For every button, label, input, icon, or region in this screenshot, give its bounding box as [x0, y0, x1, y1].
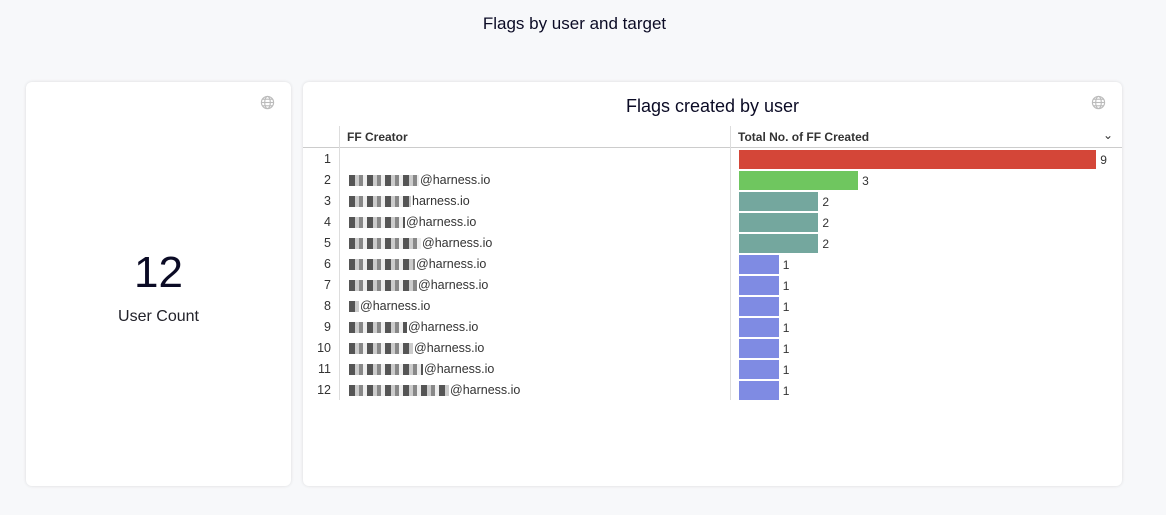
creator-cell: @harness.io: [349, 299, 430, 313]
table-row[interactable]: 2 @harness.io 3: [303, 170, 1122, 191]
table-row[interactable]: 11 @harness.io 1: [303, 359, 1122, 380]
redacted-name: [349, 342, 413, 354]
chevron-down-icon[interactable]: ⌄: [1103, 128, 1114, 142]
creator-email: @harness.io: [418, 278, 489, 292]
count-bar: [739, 381, 779, 400]
creator-email: @harness.io: [414, 341, 485, 355]
creator-email: @harness.io: [424, 362, 495, 376]
count-value: 1: [782, 363, 790, 377]
table-row[interactable]: 6 @harness.io 1: [303, 254, 1122, 275]
creator-email: @harness.io: [408, 320, 479, 334]
redacted-name: [349, 279, 417, 291]
creator-cell: @harness.io: [349, 257, 486, 271]
creator-cell: @harness.io: [349, 236, 492, 250]
redacted-name: [349, 321, 407, 333]
creator-email: @harness.io: [450, 383, 521, 397]
count-bar: [739, 192, 819, 211]
count-bar: [739, 171, 859, 190]
count-value: 1: [782, 321, 790, 335]
page-title: Flags by user and target: [482, 14, 667, 33]
table-row[interactable]: 10 @harness.io 1: [303, 338, 1122, 359]
table-row[interactable]: 5 @harness.io 2: [303, 233, 1122, 254]
count-value: 2: [822, 195, 830, 209]
row-number: 6: [324, 257, 331, 271]
row-number: 11: [318, 362, 331, 376]
row-number: 12: [317, 383, 331, 397]
creator-email: @harness.io: [416, 257, 487, 271]
table-header: FF Creator Total No. of FF Created ⌄: [303, 126, 1122, 148]
table-title: Flags created by user: [625, 96, 800, 116]
creator-cell: harness.io: [349, 194, 470, 208]
row-number: 4: [324, 215, 331, 229]
user-count-value: 12: [134, 248, 183, 297]
count-value: 9: [1100, 153, 1107, 167]
globe-icon[interactable]: [260, 95, 275, 110]
count-bar: [739, 213, 819, 232]
table-row[interactable]: 9 @harness.io 1: [303, 317, 1122, 338]
redacted-name: [349, 363, 423, 375]
count-value: 2: [822, 237, 830, 251]
count-value: 1: [782, 258, 790, 272]
creator-cell: @harness.io: [349, 278, 488, 292]
creator-email: @harness.io: [420, 173, 491, 187]
user-count-label: User Count: [118, 308, 199, 325]
count-value: 2: [822, 216, 830, 230]
count-bar: [739, 339, 779, 358]
row-number: 1: [324, 152, 331, 166]
count-value: 1: [782, 300, 790, 314]
redacted-name: [349, 195, 411, 207]
redacted-name: [349, 174, 419, 186]
redacted-name: [349, 300, 359, 312]
row-number: 10: [317, 341, 331, 355]
table-row[interactable]: 4 @harness.io 2: [303, 212, 1122, 233]
flags-by-user-table: Flags created by user FF Creator Total N…: [303, 82, 1122, 486]
count-value: 1: [782, 342, 790, 356]
creator-cell: @harness.io: [349, 341, 484, 355]
count-value: 3: [862, 174, 869, 188]
row-number: 3: [324, 194, 331, 208]
column-header-ff-creator[interactable]: FF Creator: [347, 130, 408, 144]
row-number: 5: [324, 236, 331, 250]
column-header-total[interactable]: Total No. of FF Created: [738, 130, 870, 144]
creator-cell: @harness.io: [349, 173, 490, 187]
user-count-tile: 12 User Count: [26, 82, 291, 486]
count-value: 1: [782, 279, 790, 293]
row-number: 2: [324, 173, 331, 187]
count-bar: [739, 318, 779, 337]
count-bar: [739, 297, 779, 316]
count-bar: [739, 255, 779, 274]
creator-cell: @harness.io: [349, 383, 520, 397]
creator-cell: @harness.io: [349, 362, 494, 376]
table-row[interactable]: 3 harness.io 2: [303, 191, 1122, 212]
redacted-name: [349, 258, 415, 270]
table-row[interactable]: 7 @harness.io 1: [303, 275, 1122, 296]
count-bar: [739, 234, 819, 253]
count-bar: [739, 276, 779, 295]
creator-email: @harness.io: [406, 215, 477, 229]
creator-cell: @harness.io: [349, 215, 476, 229]
creator-email: @harness.io: [422, 236, 493, 250]
redacted-name: [349, 237, 421, 249]
count-bar: [739, 150, 1097, 169]
globe-icon[interactable]: [1091, 95, 1106, 110]
table-row[interactable]: 1 9: [303, 149, 1122, 170]
count-value: 1: [782, 384, 790, 398]
row-number: 7: [324, 278, 331, 292]
creator-email: @harness.io: [360, 299, 431, 313]
creator-email: harness.io: [412, 194, 470, 208]
row-number: 8: [324, 299, 331, 313]
redacted-name: [349, 216, 405, 228]
count-bar: [739, 360, 779, 379]
redacted-name: [349, 384, 449, 396]
row-number: 9: [324, 320, 331, 334]
creator-cell: @harness.io: [349, 320, 478, 334]
table-row[interactable]: 8 @harness.io 1: [303, 296, 1122, 317]
table-row[interactable]: 12 @harness.io 1: [303, 380, 1122, 401]
